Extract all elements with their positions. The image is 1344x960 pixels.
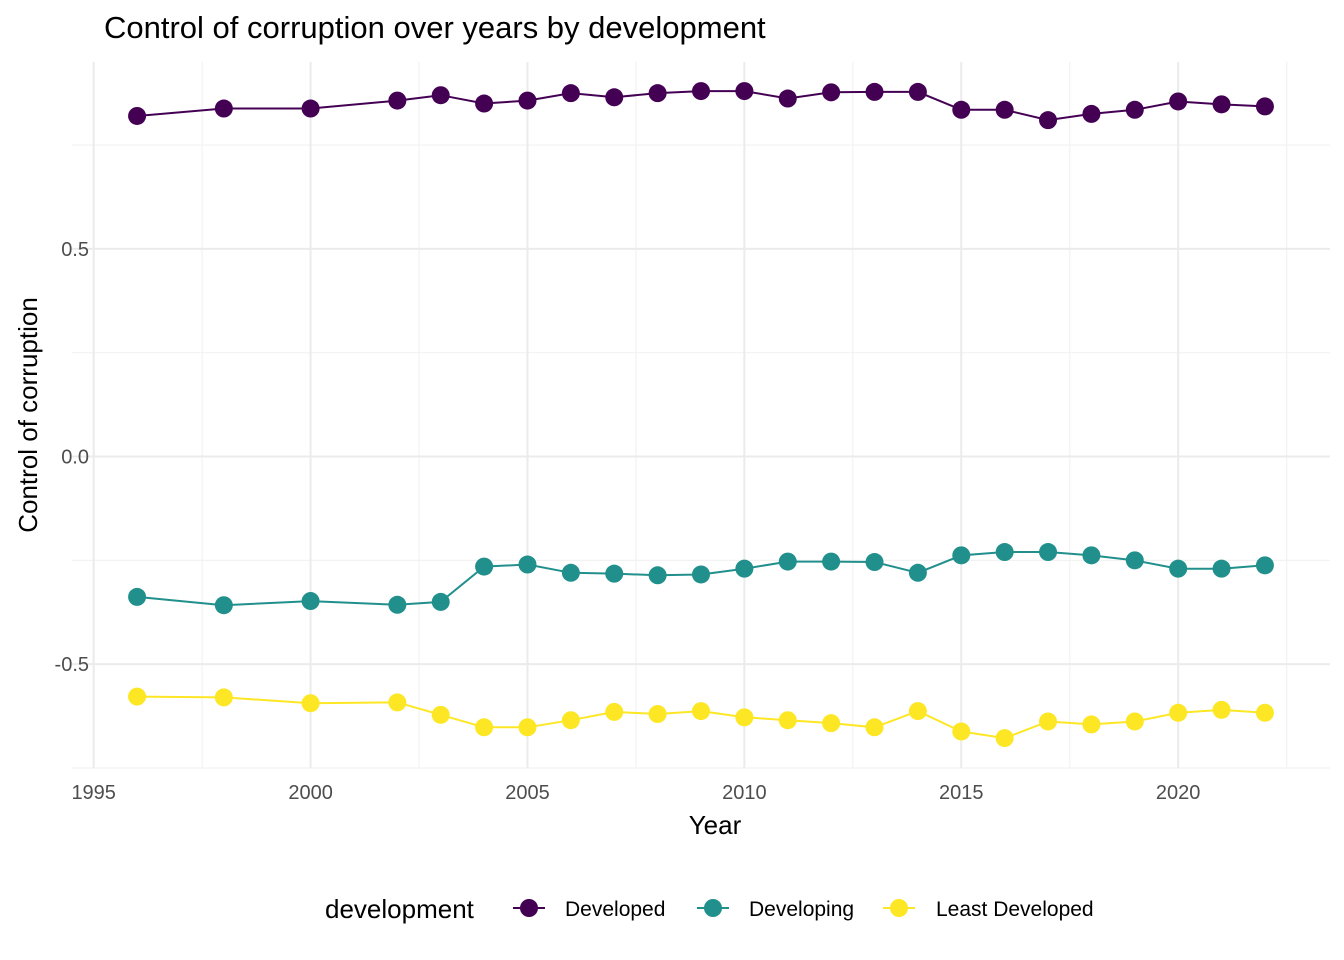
legend-key-point-developing [704, 899, 722, 917]
data-point-least-developed [518, 718, 537, 737]
x-tick-label: 2015 [939, 782, 984, 804]
data-point-least-developed [778, 711, 797, 730]
data-point-developed [1125, 100, 1144, 119]
data-point-developing [1212, 559, 1231, 578]
data-point-least-developed [605, 702, 624, 721]
series-layer [128, 82, 1274, 748]
data-point-developing [995, 543, 1014, 562]
data-point-developing [648, 566, 667, 585]
data-point-developing [778, 552, 797, 571]
data-point-developed [648, 84, 667, 103]
data-point-least-developed [475, 718, 494, 737]
data-point-developing [605, 564, 624, 583]
data-point-developing [431, 592, 450, 611]
data-point-developed [388, 91, 407, 110]
chart-title: Control of corruption over years by deve… [104, 10, 766, 45]
data-point-least-developed [128, 687, 147, 706]
x-axis-tick-labels: 1995 2000 2005 2010 2015 2020 [71, 782, 1200, 804]
data-point-developing [1255, 556, 1274, 575]
data-point-least-developed [1255, 703, 1274, 722]
data-point-developed [952, 100, 971, 119]
y-tick-label: 0.5 [61, 239, 89, 261]
data-point-developed [995, 100, 1014, 119]
data-point-developing [1082, 546, 1101, 565]
data-point-developing [952, 546, 971, 565]
data-point-least-developed [865, 718, 884, 737]
data-point-least-developed [735, 708, 754, 727]
data-point-least-developed [822, 714, 841, 733]
major-gridlines [72, 62, 1330, 768]
x-tick-label: 1995 [71, 782, 116, 804]
data-point-least-developed [995, 729, 1014, 748]
data-point-developing [1125, 551, 1144, 570]
data-point-developing [822, 552, 841, 571]
data-point-developed [1255, 97, 1274, 116]
data-point-developed [908, 82, 927, 101]
x-axis-title: Year [689, 810, 742, 840]
data-point-developed [778, 89, 797, 108]
y-tick-label: -0.5 [55, 654, 89, 676]
data-point-developed [692, 82, 710, 101]
data-point-least-developed [1212, 700, 1231, 719]
legend-title: development [325, 894, 475, 924]
data-point-least-developed [1039, 712, 1058, 731]
legend-key-point-least-developed [890, 899, 908, 917]
data-point-least-developed [388, 693, 407, 712]
data-point-developed [128, 106, 147, 125]
data-point-developed [1082, 104, 1101, 123]
data-point-least-developed [301, 694, 320, 713]
data-point-developed [822, 83, 841, 102]
data-point-least-developed [431, 705, 450, 724]
x-tick-label: 2000 [288, 782, 333, 804]
data-point-least-developed [952, 722, 971, 741]
data-point-developed [1039, 111, 1058, 130]
x-tick-label: 2005 [505, 782, 550, 804]
data-point-developed [1169, 92, 1188, 111]
data-point-least-developed [1169, 703, 1188, 722]
x-tick-label: 2010 [722, 782, 767, 804]
data-point-developing [1039, 543, 1058, 562]
data-point-least-developed [214, 688, 233, 707]
legend-label-developing: Developing [749, 898, 854, 921]
data-point-least-developed [561, 711, 580, 730]
legend-label-developed: Developed [565, 898, 665, 921]
data-point-least-developed [692, 702, 710, 721]
data-point-least-developed [1082, 715, 1101, 734]
data-point-developing [214, 596, 233, 615]
data-point-developed [214, 99, 233, 118]
x-tick-label: 2020 [1156, 782, 1201, 804]
data-point-developing [1169, 559, 1188, 578]
data-point-developing [388, 595, 407, 614]
data-point-developed [605, 88, 624, 107]
legend-key-point-developed [520, 899, 538, 917]
data-point-developed [561, 84, 580, 103]
data-point-developed [475, 94, 494, 113]
data-point-developing [128, 587, 147, 606]
data-point-least-developed [648, 705, 667, 724]
data-point-developing [865, 553, 884, 572]
data-point-developed [431, 86, 450, 105]
data-point-developing [908, 563, 927, 582]
data-point-developed [518, 91, 537, 110]
data-point-developing [518, 555, 537, 574]
data-point-developed [301, 99, 320, 118]
data-point-developing [692, 565, 710, 584]
data-point-developed [1212, 95, 1231, 114]
data-point-developing [301, 592, 320, 611]
data-point-least-developed [908, 702, 927, 721]
y-tick-label: 0.0 [61, 447, 89, 469]
y-axis-tick-labels: -0.5 0.0 0.5 [55, 239, 89, 676]
legend-label-least-developed: Least Developed [936, 898, 1094, 921]
data-point-developing [561, 563, 580, 582]
data-point-developing [735, 559, 754, 578]
data-point-least-developed [1125, 712, 1144, 731]
data-point-developing [475, 557, 494, 576]
data-point-developed [735, 82, 754, 101]
minor-gridlines [72, 62, 1330, 769]
y-axis-title: Control of corruption [13, 297, 43, 533]
data-point-developed [865, 82, 884, 101]
legend: development Developed Developing Least Dev… [325, 894, 1094, 924]
